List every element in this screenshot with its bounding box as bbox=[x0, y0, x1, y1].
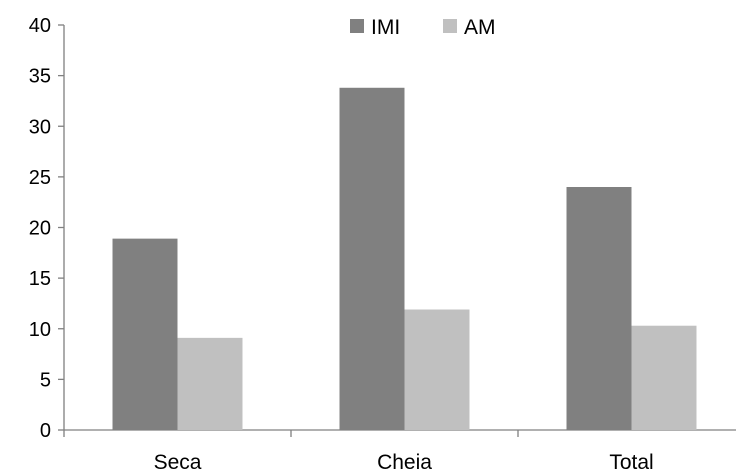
legend-label-imi: IMI bbox=[371, 16, 400, 39]
legend-swatch-imi bbox=[350, 19, 364, 33]
bar-am-seca bbox=[177, 337, 243, 430]
x-category-label: Seca bbox=[154, 451, 202, 473]
legend: IMI AM bbox=[350, 16, 496, 39]
x-axis: Seca Cheia Total bbox=[63, 429, 736, 473]
bar-imi-seca bbox=[112, 238, 178, 430]
bar-am-cheia bbox=[404, 309, 470, 430]
y-tick-label: 10 bbox=[29, 319, 51, 341]
y-tick-label: 5 bbox=[40, 369, 51, 391]
bar-imi-cheia bbox=[339, 87, 405, 431]
legend-label-am: AM bbox=[464, 16, 496, 39]
legend-swatch-am bbox=[443, 19, 457, 33]
y-tick-label: 30 bbox=[29, 116, 51, 138]
x-category-label: Total bbox=[609, 451, 653, 473]
bars bbox=[112, 87, 697, 431]
bar-am-total bbox=[631, 325, 697, 430]
y-tick-label: 20 bbox=[29, 218, 51, 240]
y-tick-label: 35 bbox=[29, 66, 51, 88]
y-tick-label: 0 bbox=[40, 420, 51, 442]
y-tick-label: 40 bbox=[29, 15, 51, 37]
y-tick-label: 25 bbox=[29, 167, 51, 189]
y-axis: 0 5 10 15 20 25 30 35 40 bbox=[29, 15, 65, 442]
bar-imi-total bbox=[566, 187, 632, 430]
x-category-label: Cheia bbox=[377, 451, 432, 473]
y-tick-label: 15 bbox=[29, 268, 51, 290]
